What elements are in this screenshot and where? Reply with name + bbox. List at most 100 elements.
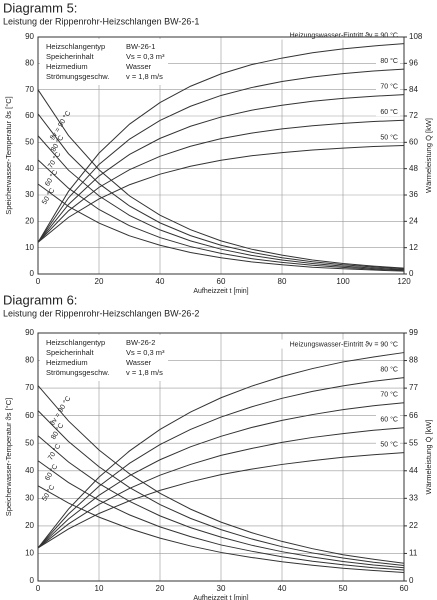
series-label: 50 °C [380, 133, 398, 141]
series-line [37, 460, 405, 571]
y-tick-label: 30 [25, 493, 34, 502]
y2-tick-label: 99 [409, 328, 418, 337]
y2-tick-label: 36 [409, 190, 418, 199]
label-bg [376, 389, 400, 399]
series-label: 50 °C [380, 440, 398, 448]
x-axis-title: Aufheizzeit t [min] [193, 595, 248, 600]
y-tick-label: 0 [30, 269, 35, 278]
y-tick-label: 10 [25, 549, 34, 558]
series-line [37, 352, 405, 549]
series-line [37, 94, 405, 243]
series-line [37, 402, 405, 549]
label-bg [376, 81, 400, 91]
info-text: Vs = 0,3 m³ [126, 348, 165, 357]
y-tick-label: 80 [25, 356, 34, 365]
x-tick-label: 60 [400, 584, 409, 593]
y-tick-label: 70 [25, 383, 34, 392]
series-line [37, 377, 405, 549]
info-text: Heizschlangentyp [46, 338, 105, 347]
series-label: 70 °C [380, 83, 398, 91]
x-tick-label: 40 [278, 584, 287, 593]
label-bg [254, 339, 400, 349]
y2-tick-label: 12 [409, 243, 418, 252]
chart-title: Diagramm 5: [3, 0, 77, 15]
y-tick-label: 10 [25, 243, 34, 252]
y2-tick-label: 72 [409, 111, 418, 120]
info-text: Heizmedium [46, 62, 88, 71]
y2-tick-label: 96 [409, 58, 418, 67]
x-tick-label: 0 [36, 584, 41, 593]
y2-tick-label: 24 [409, 216, 418, 225]
label-bg [376, 132, 400, 142]
series-label: 80 °C [380, 57, 398, 65]
series-line [37, 183, 405, 272]
x-tick-label: 80 [278, 277, 287, 286]
y2-tick-label: 33 [409, 493, 418, 502]
y2-tick-label: 84 [409, 85, 418, 94]
series-line [37, 385, 405, 564]
y-tick-label: 70 [25, 85, 34, 94]
info-text: Heizmedium [46, 358, 88, 367]
series-line [37, 89, 405, 269]
label-bg [254, 30, 400, 40]
info-text: v = 1,8 m/s [126, 72, 163, 81]
series-line [37, 427, 405, 549]
chart-title: Diagramm 6: [3, 292, 77, 307]
y-tick-label: 90 [25, 328, 34, 337]
y2-tick-label: 0 [409, 269, 414, 278]
y2-tick-label: 48 [409, 164, 418, 173]
series-label: Heizungswasser-Eintritt ϑv = 90 °C [290, 31, 398, 39]
series-line [37, 159, 405, 271]
y2-tick-label: 77 [409, 383, 418, 392]
info-text: BW-26-2 [126, 338, 155, 347]
label-bg [376, 107, 400, 117]
y2-tick-label: 44 [409, 466, 418, 475]
series-line [37, 113, 405, 270]
x-tick-label: 30 [217, 584, 226, 593]
plot-frame [37, 36, 405, 275]
label-bg [376, 414, 400, 424]
series-line [37, 435, 405, 569]
y-tick-label: 0 [30, 576, 35, 585]
series-label: 70 °C [380, 391, 398, 399]
x-tick-label: 100 [336, 277, 350, 286]
series-label: 60 °C [380, 108, 398, 116]
y2-tick-label: 22 [409, 521, 418, 530]
x-tick-label: 60 [217, 277, 226, 286]
info-box [40, 39, 168, 85]
y-tick-label: 20 [25, 521, 34, 530]
x-tick-label: 40 [156, 277, 165, 286]
series-label: 60 °C [380, 416, 398, 424]
y-tick-label: 40 [25, 466, 34, 475]
y2-tick-label: 88 [409, 356, 418, 365]
x-tick-label: 20 [156, 584, 165, 593]
series-line [37, 452, 405, 549]
y2-axis-title: Wärmeleistung Q̇ [kW] [424, 419, 433, 494]
series-line [37, 68, 405, 243]
info-text: Wasser [126, 358, 152, 367]
y-tick-label: 20 [25, 216, 34, 225]
y-tick-label: 60 [25, 111, 34, 120]
info-box [40, 335, 168, 381]
x-tick-label: 10 [95, 584, 104, 593]
y2-tick-label: 11 [409, 549, 418, 558]
y-tick-label: 90 [25, 32, 34, 41]
x-tick-label: 20 [95, 277, 104, 286]
label-bg [376, 439, 400, 449]
y-tick-label: 50 [25, 137, 34, 146]
info-text: v = 1,8 m/s [126, 368, 163, 377]
y-axis-title: Speicherwasser-Temperatur ϑs [°C] [4, 96, 13, 214]
plot-frame [37, 332, 405, 582]
info-text: Speicherinhalt [46, 52, 94, 61]
info-text: Strömungsgeschw. [46, 368, 109, 377]
y2-axis-title: Wärmeleistung Q̇ [kW] [424, 118, 433, 193]
chart-subtitle: Leistung der Rippenrohr-Heizschlangen BW… [3, 308, 199, 318]
y-tick-label: 40 [25, 164, 34, 173]
series-label: Heizungswasser-Eintritt ϑv = 90 °C [290, 340, 398, 348]
x-tick-label: 120 [397, 277, 411, 286]
y2-tick-label: 55 [409, 438, 418, 447]
y-tick-label: 80 [25, 58, 34, 67]
info-text: Heizschlangentyp [46, 42, 105, 51]
series-line [37, 144, 405, 243]
